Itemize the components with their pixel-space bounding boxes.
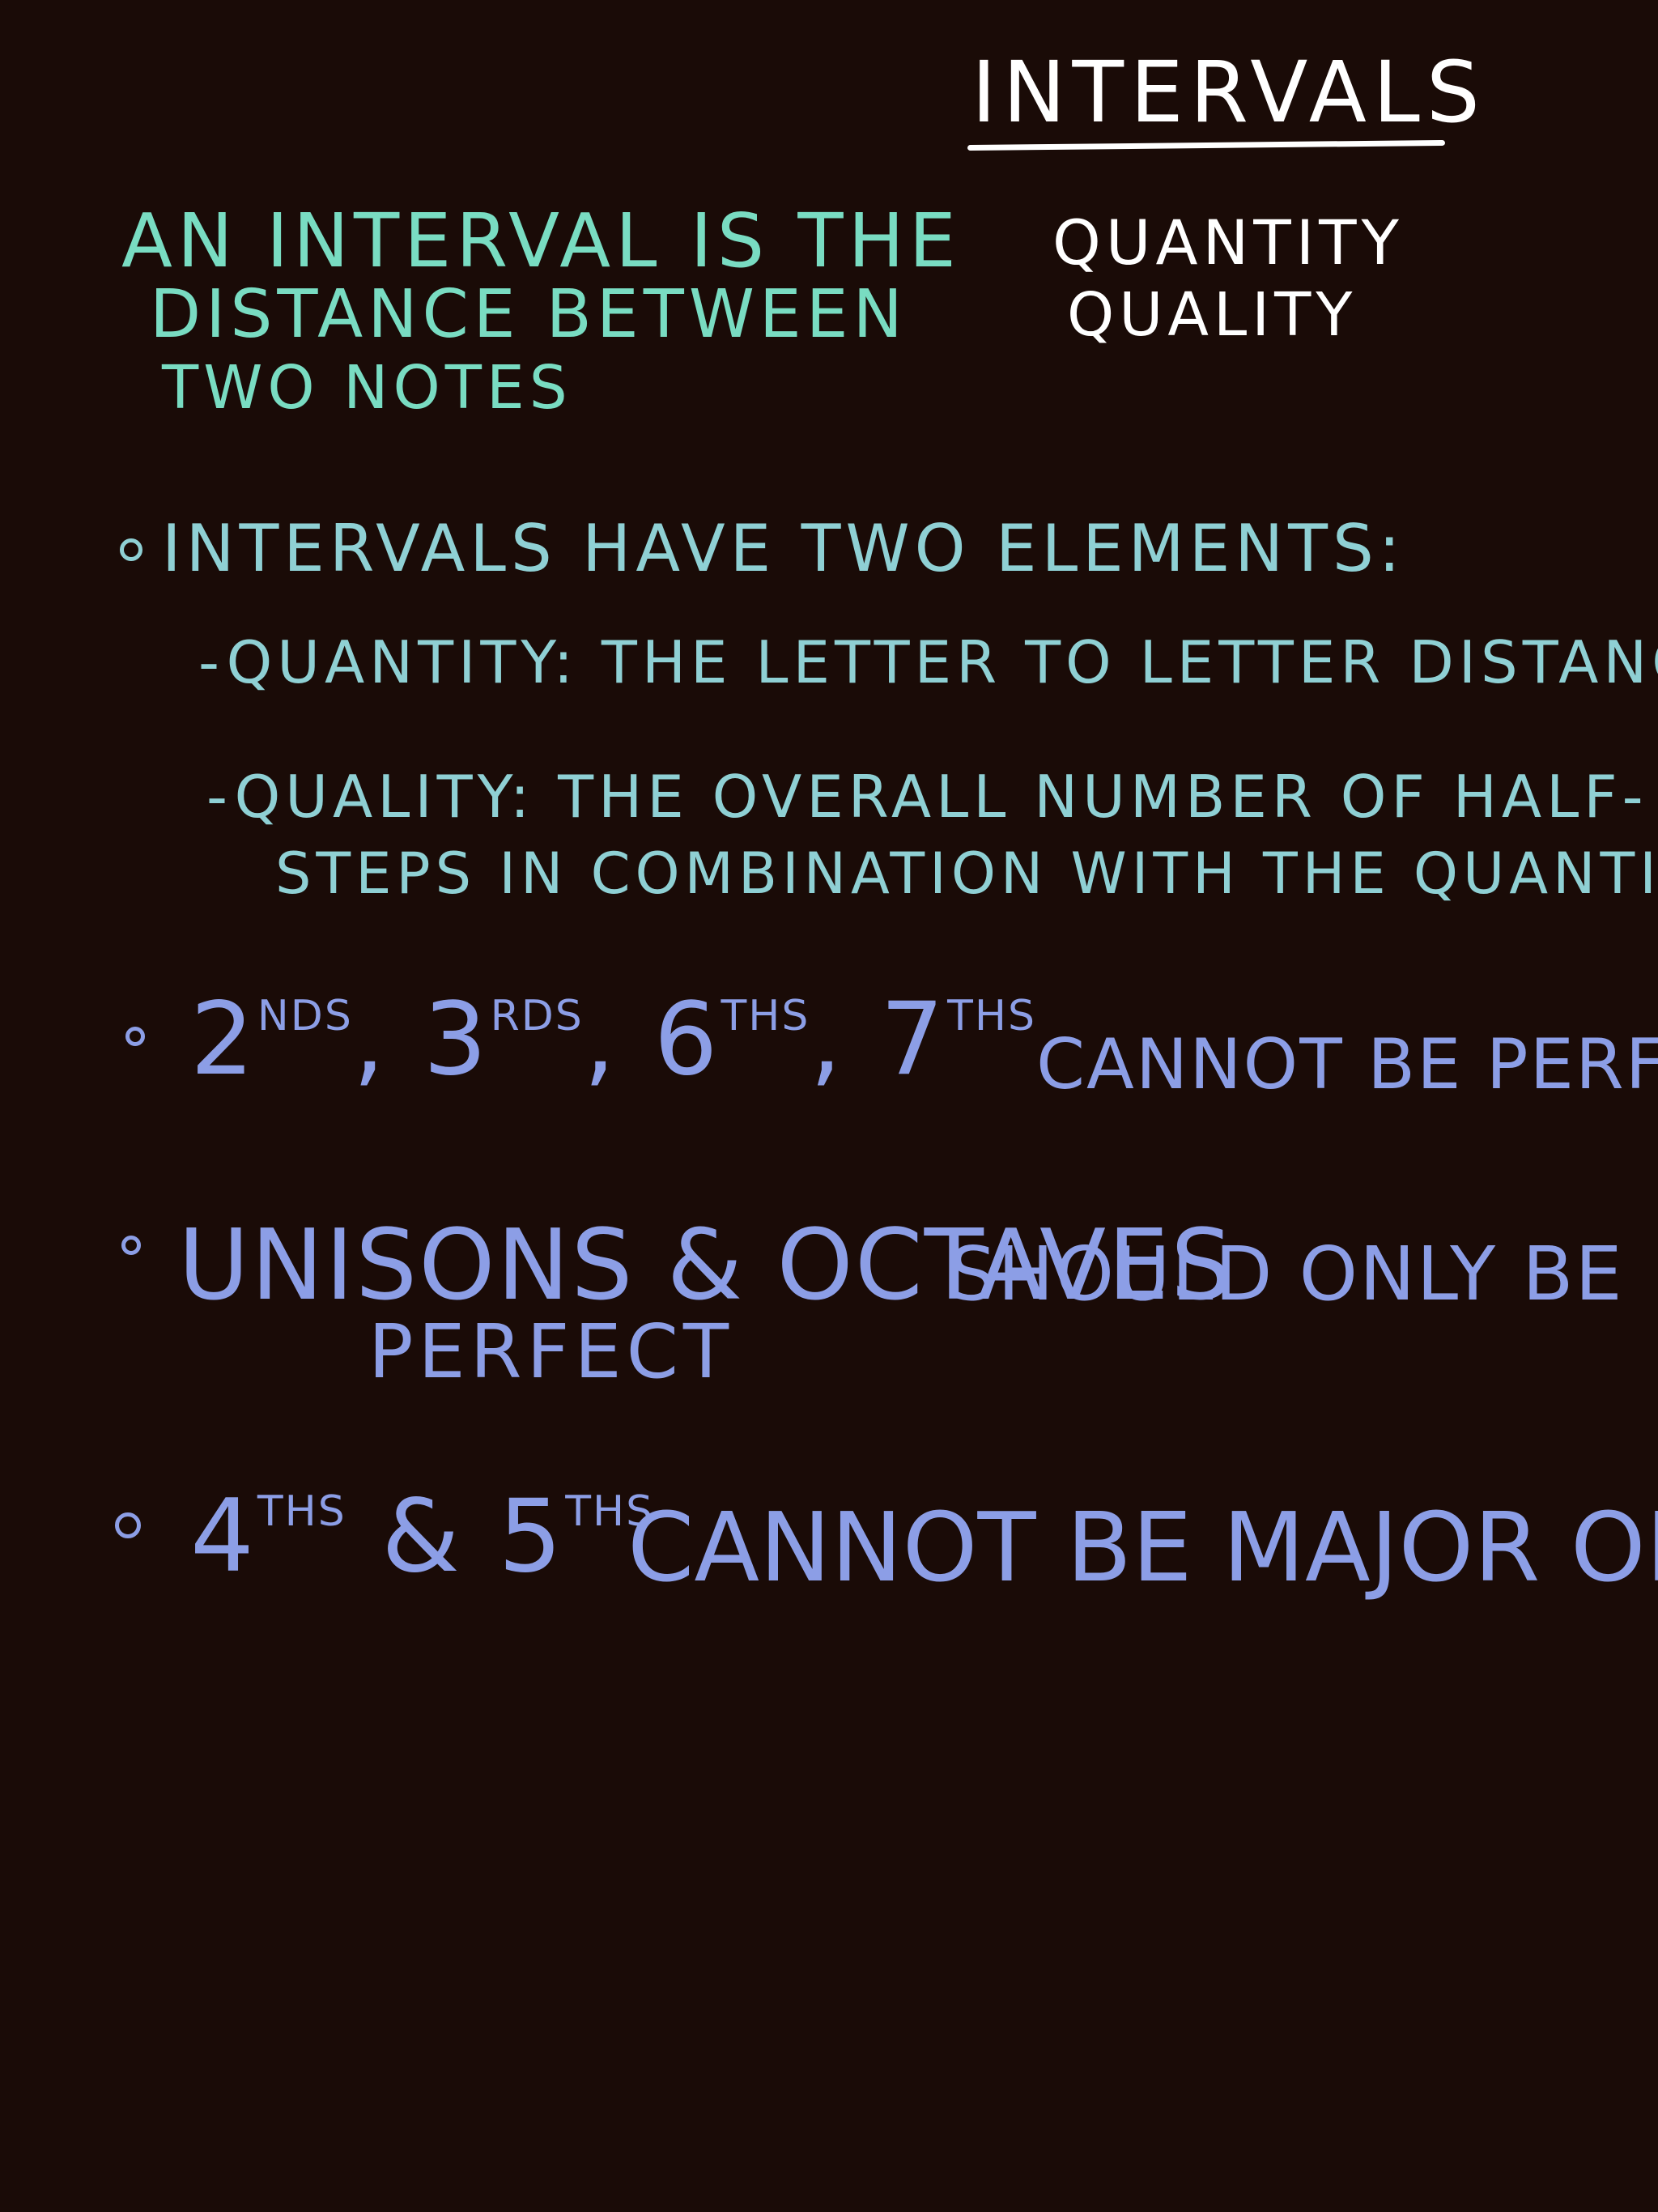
rule1-num: 2 [190,981,257,1098]
rule3-suffix: ths [257,1487,346,1536]
rule2-line-1a: Unisons & Octaves [178,1210,1235,1322]
bullet-marker [121,1236,141,1255]
rule2-line-2: Perfect [368,1308,734,1395]
elements-heading: Intervals have two elements: [162,511,1405,586]
page-title: Intervals [971,43,1486,142]
rule1-num: 7 [880,981,948,1098]
rule1-suffix: rds [490,992,584,1040]
rule3-num: 5 [498,1478,566,1595]
rule1-text: Cannot Be Perfect [1036,1024,1658,1105]
rule1-num: 3 [423,981,491,1098]
rule1-num: 6 [653,981,721,1098]
rule1-suffix: ths [721,992,810,1040]
bullet-marker [125,1027,145,1046]
rule1-suffix: ths [947,992,1037,1040]
side-list-quality: Quality [1067,280,1358,350]
comma: , [810,981,881,1098]
side-list-quantity: Quantity [1052,206,1404,279]
rule3-suffix: ths [565,1487,655,1536]
rule1-intervals: 2nds, 3rds, 6ths, 7ths [190,989,1036,1090]
rule3-intervals: 4ths & 5ths [190,1487,654,1587]
elements-quantity: -Quantity: the letter to letter distance [198,628,1658,696]
definition-line-1: An Interval is the [121,198,961,284]
rule3-joiner: & [381,1478,463,1595]
definition-line-3: Two notes [162,353,572,423]
rule2-line-1b: should only Be [949,1231,1624,1317]
comma: , [352,981,423,1098]
rule3-num: 4 [190,1478,257,1595]
elements-quality-line-2: steps in combination with the quantity [275,840,1658,907]
elements-quality-line-1: -Quality: the overall number of half- [206,763,1648,831]
bullet-marker [120,538,142,561]
rule1-suffix: nds [257,992,353,1040]
rule3-text: Cannot Be Major or Minor [627,1491,1658,1603]
comma: , [583,981,654,1098]
definition-line-2: Distance Between [150,276,908,353]
bullet-marker [115,1512,141,1538]
